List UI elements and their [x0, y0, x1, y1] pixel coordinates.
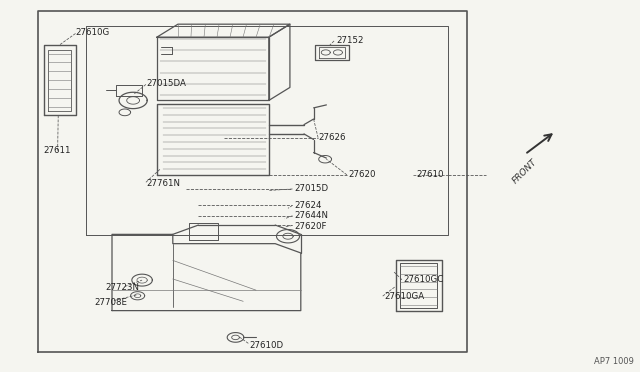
Text: 27610G: 27610G — [76, 28, 110, 37]
Text: 27624: 27624 — [294, 201, 322, 210]
Text: 27015D: 27015D — [294, 185, 328, 193]
Text: 27708E: 27708E — [95, 298, 128, 307]
Text: 27620F: 27620F — [294, 222, 327, 231]
Text: 27610GA: 27610GA — [384, 292, 424, 301]
Text: 27761N: 27761N — [146, 179, 180, 187]
Text: 27152: 27152 — [336, 36, 364, 45]
Text: 27620: 27620 — [349, 170, 376, 179]
Text: 27644N: 27644N — [294, 211, 328, 220]
Text: 27626: 27626 — [319, 133, 346, 142]
Text: 27610D: 27610D — [250, 341, 284, 350]
Text: 27610GC: 27610GC — [403, 275, 444, 284]
Text: FRONT: FRONT — [511, 157, 539, 186]
Text: 27610: 27610 — [416, 170, 444, 179]
Text: 27015DA: 27015DA — [146, 79, 186, 88]
Text: 27723N: 27723N — [106, 283, 140, 292]
Text: AP7 1009: AP7 1009 — [594, 357, 634, 366]
Text: 27611: 27611 — [44, 146, 71, 155]
